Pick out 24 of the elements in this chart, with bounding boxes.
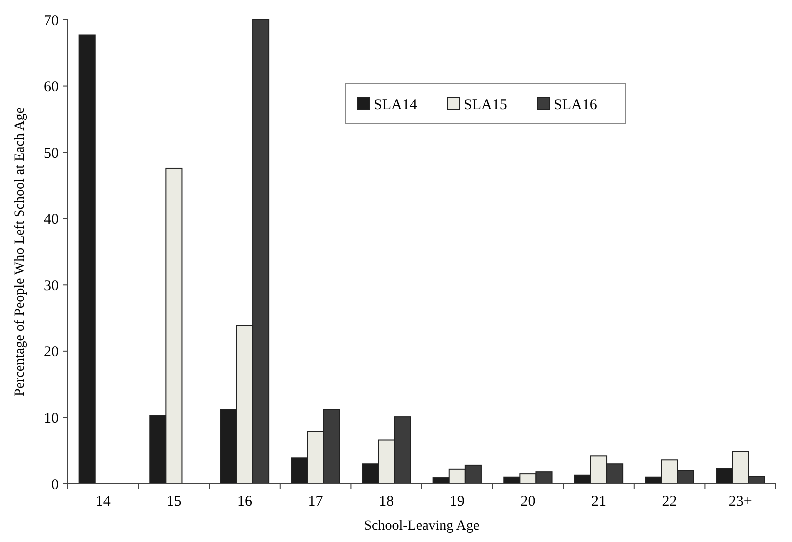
x-tick-label: 17	[308, 494, 324, 510]
legend-label: SLA16	[554, 97, 598, 114]
x-tick-label: 14	[96, 494, 112, 510]
legend-label: SLA14	[374, 97, 418, 114]
y-tick-label: 40	[44, 212, 59, 228]
y-tick-label: 60	[44, 80, 59, 96]
y-tick-label: 50	[44, 146, 59, 162]
y-tick-label: 10	[44, 410, 59, 427]
x-tick-label: 15	[166, 494, 182, 510]
x-tick-label: 21	[592, 494, 606, 510]
legend-label: SLA15	[464, 97, 508, 114]
y-axis-title: Percentage of People Who Left School at Each Age	[13, 108, 28, 396]
y-tick-label: 0	[52, 477, 59, 494]
x-tick-label: 22	[662, 494, 678, 510]
y-tick-label: 70	[44, 13, 59, 30]
y-tick-label: 20	[44, 344, 59, 361]
x-axis-title: School-Leaving Age	[364, 519, 480, 534]
x-tick-label: 20	[520, 494, 536, 510]
x-tick-label: 16	[238, 494, 253, 510]
x-tick-label: 23+	[728, 494, 752, 510]
x-tick-label: 19	[450, 494, 465, 510]
x-tick-label: 18	[379, 494, 394, 510]
y-tick-label: 30	[44, 278, 59, 294]
bar	[78, 34, 96, 484]
